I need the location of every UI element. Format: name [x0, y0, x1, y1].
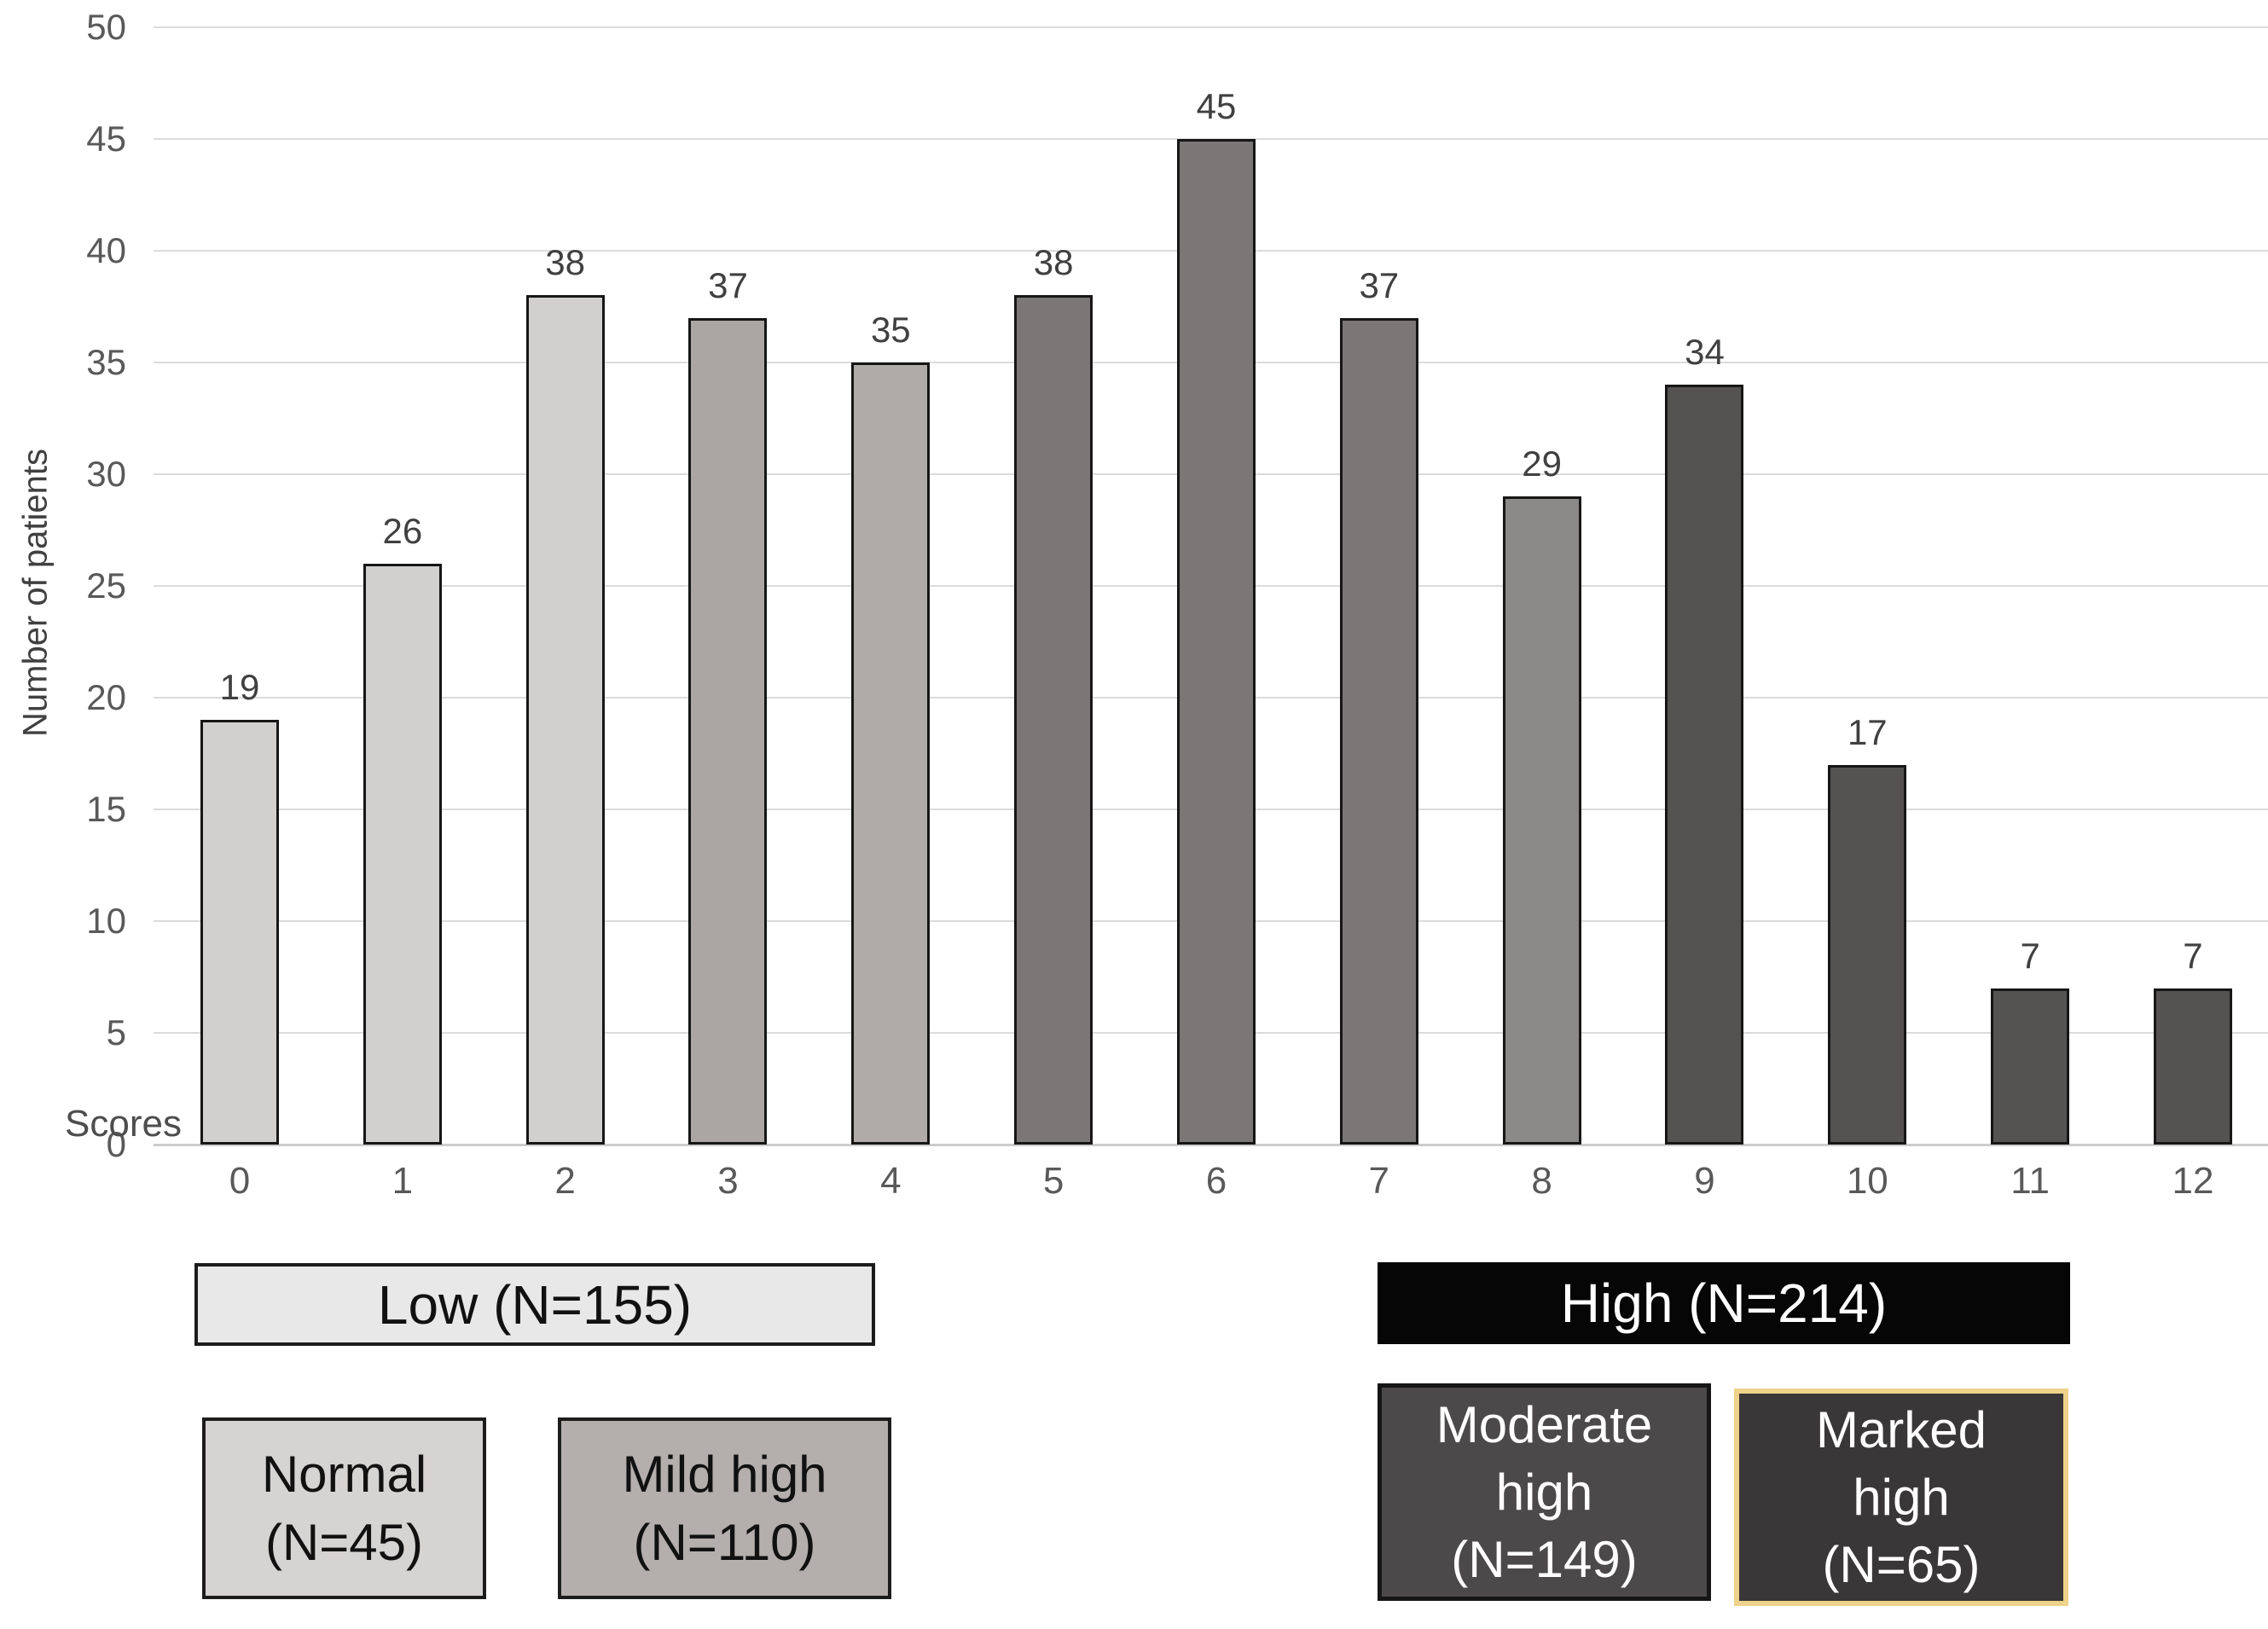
bar-value-label: 26 [382, 510, 423, 551]
y-tick-label: 0 [106, 1124, 126, 1164]
legend-normal-label: Normal (N=45) [261, 1446, 427, 1571]
bar-value-label: 35 [870, 310, 911, 350]
x-tick-label: 10 [1846, 1160, 1888, 1202]
bar-score-6 [1176, 139, 1256, 1145]
bar-value-label: 37 [708, 264, 748, 305]
gridline-y-0 [154, 1144, 2268, 1146]
bar-score-4 [851, 362, 931, 1145]
legend-normal-box: Normal (N=45) [202, 1417, 486, 1599]
y-tick-label: 30 [86, 454, 126, 494]
bar-score-12 [2153, 988, 2232, 1145]
y-tick-label: 5 [106, 1012, 126, 1052]
x-tick-label: 0 [229, 1160, 251, 1202]
bar-value-label: 45 [1196, 86, 1237, 126]
bar-value-label: 19 [219, 667, 260, 708]
y-tick-label: 25 [86, 565, 126, 606]
legend-mild-high-label: Mild high (N=110) [622, 1446, 827, 1571]
bar-value-label: 34 [1685, 332, 1725, 373]
gridline-y-50 [154, 26, 2268, 28]
plot-area: 0 5 10 15 20 25 30 35 40 45 50 19 0 26 1 38 2 37 3 35 4 38 5 45… [86, 7, 2268, 1202]
y-tick-label: 40 [86, 230, 126, 270]
legend-high-box: High (N=214) [1378, 1262, 2070, 1344]
y-tick-label: 20 [86, 677, 126, 717]
x-tick-label: 3 [717, 1160, 739, 1202]
x-tick-label: 7 [1368, 1160, 1390, 1202]
x-tick-label: 12 [2172, 1160, 2214, 1202]
legend-marked-high-box: Marked high (N=65) [1734, 1388, 2068, 1606]
x-tick-label: 2 [554, 1160, 576, 1202]
legend-high-label: High (N=214) [1560, 1272, 1888, 1334]
bar-value-label: 7 [2183, 935, 2203, 976]
bar-score-8 [1502, 496, 1581, 1145]
x-axis-title: Scores [65, 1103, 182, 1145]
bar-value-label: 37 [1359, 264, 1400, 305]
bar-score-3 [688, 317, 768, 1145]
bar-score-5 [1014, 295, 1093, 1145]
bar-value-label: 7 [2020, 935, 2040, 976]
bar-value-label: 29 [1522, 443, 1562, 484]
bar-score-0 [200, 720, 279, 1145]
y-tick-label: 35 [86, 342, 126, 382]
bar-score-10 [1828, 764, 1907, 1145]
bar-value-label: 38 [1033, 242, 1074, 283]
y-tick-label: 50 [86, 7, 126, 47]
bar-score-2 [525, 295, 605, 1145]
x-tick-label: 4 [880, 1160, 902, 1202]
legend-mild-high-box: Mild high (N=110) [558, 1417, 891, 1599]
y-tick-label: 45 [86, 119, 126, 159]
bar-value-label: 38 [545, 242, 586, 283]
x-tick-label: 1 [392, 1160, 414, 1202]
bar-score-11 [1991, 988, 2070, 1145]
y-tick-label: 15 [86, 789, 126, 829]
x-tick-label: 11 [2010, 1160, 2050, 1202]
legend-marked-high-label: Marked high (N=65) [1815, 1400, 1987, 1594]
bar-score-7 [1339, 317, 1418, 1145]
x-tick-label: 5 [1042, 1160, 1064, 1202]
legend-low-label: Low (N=155) [377, 1273, 693, 1336]
legend-moderate-high-label: Moderate high (N=149) [1436, 1395, 1653, 1589]
bar-score-9 [1665, 385, 1744, 1145]
x-tick-label: 9 [1694, 1160, 1715, 1202]
x-tick-label: 8 [1531, 1160, 1552, 1202]
bar-score-1 [363, 563, 442, 1145]
x-tick-label: 6 [1205, 1160, 1227, 1202]
bar-value-label: 17 [1847, 711, 1888, 752]
legend-moderate-high-box: Moderate high (N=149) [1378, 1383, 1711, 1601]
legend-low-box: Low (N=155) [194, 1263, 875, 1346]
y-tick-label: 10 [86, 901, 126, 941]
